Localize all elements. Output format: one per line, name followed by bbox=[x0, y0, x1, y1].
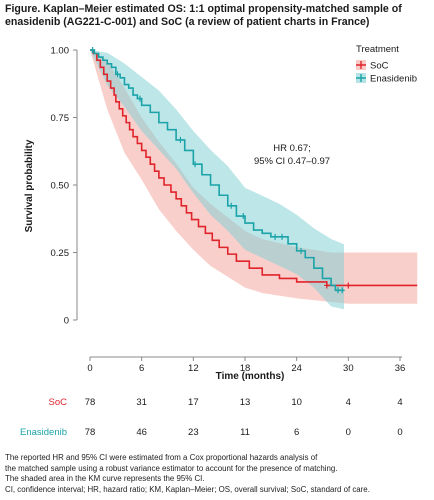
kaplan-meier-chart: 0 6 12 18 24 30 36 0 0.25 0.50 0.75 1.00 Time (mon… bbox=[20, 44, 418, 438]
confidence-bands bbox=[90, 50, 418, 310]
risk-table-cell: 10 bbox=[291, 397, 302, 408]
y-axis-label: Survival probability bbox=[24, 139, 35, 232]
enasidenib-censor-mark bbox=[177, 136, 184, 143]
y-tick-label: 1.00 bbox=[51, 46, 70, 57]
soc-censor-mark bbox=[345, 282, 351, 289]
figure-title: Figure. Kaplan–Meier estimated OS: 1:1 o… bbox=[5, 3, 429, 29]
soc-legend-marker bbox=[356, 61, 366, 69]
risk-table-cell: 17 bbox=[188, 397, 199, 408]
y-tick-label: 0.25 bbox=[51, 248, 70, 259]
x-tick-label: 18 bbox=[240, 363, 251, 374]
hr-annotation: HR 0.67; 95% CI 0.47–0.97 bbox=[254, 143, 330, 167]
x-tick-label: 36 bbox=[395, 363, 406, 374]
x-tick-label: 6 bbox=[139, 363, 144, 374]
soc-censor-mark bbox=[324, 282, 330, 289]
enasidenib-survival-line bbox=[90, 49, 345, 292]
enasidenib-censor-mark bbox=[192, 161, 198, 168]
figure-title-line: enasidenib (AG221-C-001) and SoC (a revi… bbox=[5, 16, 370, 28]
footnote: The reported HR and 95% CI were estimate… bbox=[5, 453, 431, 495]
risk-table-cell: 4 bbox=[346, 397, 351, 408]
risk-table-cell: 46 bbox=[136, 427, 147, 438]
enasidenib-censor-mark bbox=[89, 47, 96, 53]
enasidenib-legend-label: Enasidenib bbox=[370, 74, 417, 85]
enasidenib-censor-mark bbox=[228, 202, 234, 209]
risk-table-cell: 6 bbox=[294, 427, 299, 438]
soc-legend-label: SoC bbox=[370, 61, 389, 72]
y-tick-label: 0 bbox=[64, 316, 69, 327]
enasidenib-censor-mark bbox=[240, 213, 246, 220]
x-ticks: 0 6 12 18 24 30 36 bbox=[87, 357, 405, 374]
risk-table-cell: 23 bbox=[188, 427, 199, 438]
x-axis-label: Time (months) bbox=[216, 371, 285, 382]
survival-curves bbox=[90, 49, 418, 292]
enasidenib-censor-mark bbox=[272, 233, 278, 240]
legend-items: SoC Enasidenib bbox=[356, 60, 417, 85]
enasidenib-censor-mark bbox=[114, 71, 121, 78]
risk-table-cell: 13 bbox=[240, 397, 251, 408]
risk-table-cell: 31 bbox=[136, 397, 147, 408]
y-tick-label: 0.75 bbox=[51, 113, 70, 124]
risk-table-cell: 4 bbox=[397, 397, 402, 408]
risk-table: SoC 78 31 17 13 10 4 4 Enasidenib 78 46 23 11 6 0 0 bbox=[20, 397, 403, 438]
censor-marks bbox=[89, 47, 351, 294]
y-tick-label: 0.50 bbox=[51, 181, 70, 192]
risk-table-cell: 78 bbox=[85, 427, 96, 438]
x-tick-label: 24 bbox=[291, 363, 302, 374]
enasidenib-censor-mark bbox=[137, 95, 143, 102]
enasidenib-censor-mark bbox=[339, 287, 345, 294]
risk-table-cell: 0 bbox=[397, 427, 402, 438]
enasidenib-ci-band bbox=[90, 50, 345, 310]
risk-table-cell: 0 bbox=[346, 427, 351, 438]
enasidenib-legend-marker bbox=[356, 74, 366, 82]
hr-annotation-line: HR 0.67; bbox=[273, 143, 311, 154]
x-tick-label: 30 bbox=[343, 363, 354, 374]
figure-title-line: Figure. Kaplan–Meier estimated OS: 1:1 o… bbox=[5, 3, 402, 15]
footnote-line: The reported HR and 95% CI were estimate… bbox=[5, 453, 318, 462]
risk-table-row-label: Enasidenib bbox=[20, 427, 67, 438]
enasidenib-censor-mark bbox=[298, 247, 304, 254]
risk-table-row-label: SoC bbox=[49, 397, 68, 408]
enasidenib-censor-mark bbox=[279, 233, 285, 240]
soc-survival-line bbox=[90, 49, 418, 287]
y-ticks: 0 0.25 0.50 0.75 1.00 bbox=[51, 46, 77, 327]
footnote-line: The shaded area in the KM curve represen… bbox=[5, 474, 205, 484]
hr-annotation-line: 95% CI 0.47–0.97 bbox=[254, 156, 330, 167]
risk-table-cell: 11 bbox=[240, 427, 250, 438]
risk-table-cell: 78 bbox=[85, 397, 96, 408]
footnote-line: the matched sample using a robust varian… bbox=[5, 463, 338, 473]
legend: Treatment SoC Enasidenib bbox=[356, 44, 417, 85]
footnote-line: CI, confidence interval; HR, hazard rati… bbox=[5, 484, 370, 494]
legend-title: Treatment bbox=[356, 44, 399, 55]
x-tick-label: 12 bbox=[188, 363, 199, 374]
x-tick-label: 0 bbox=[87, 363, 92, 374]
